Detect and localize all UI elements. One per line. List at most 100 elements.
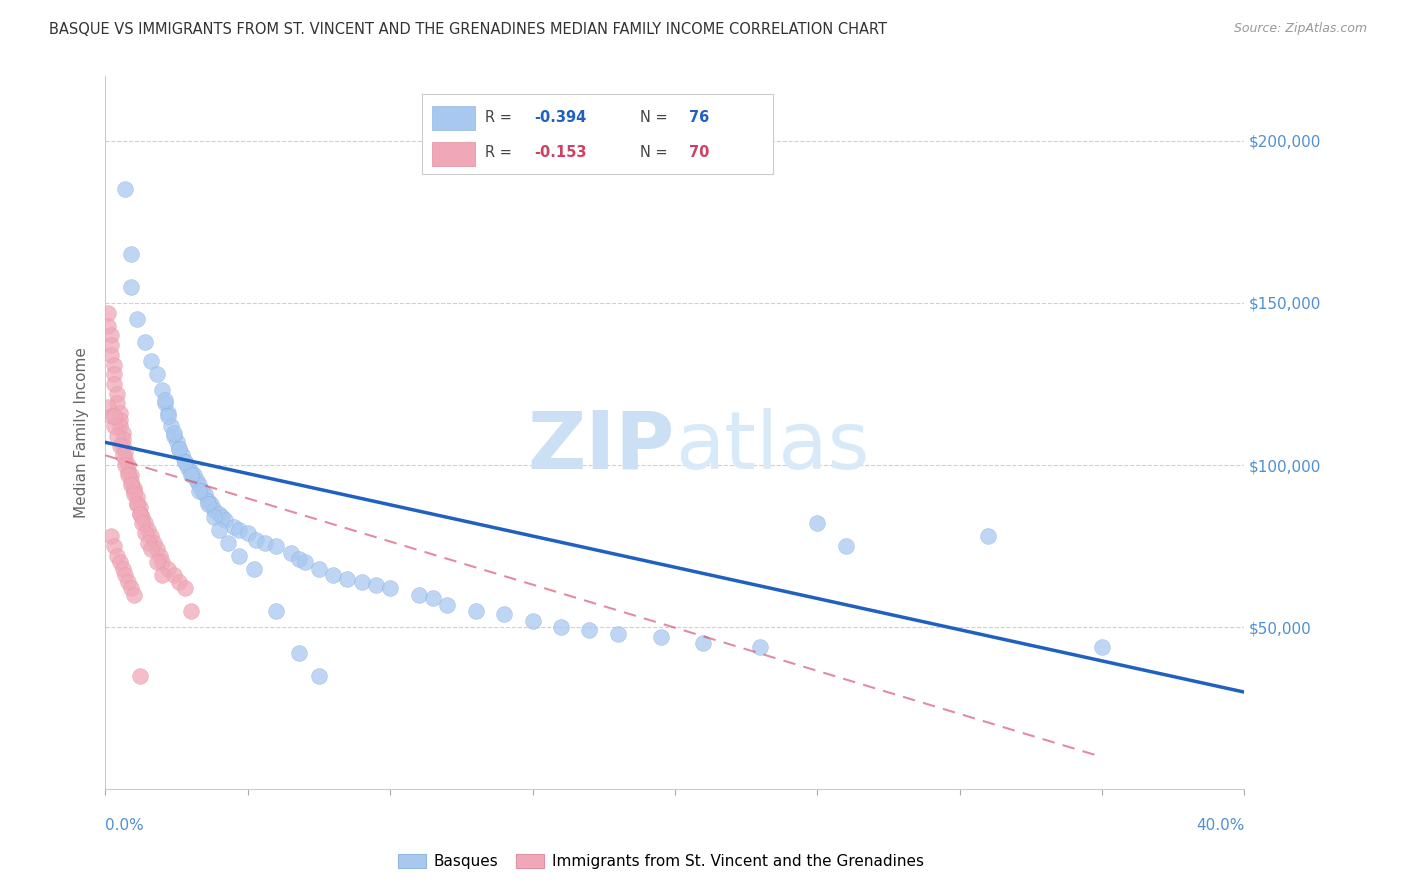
Point (202, 503, 225, 517)
Point (128, 669, 150, 683)
Point (1091, 640, 1114, 654)
Point (117, 574, 139, 589)
Text: 0.0%: 0.0% (105, 818, 145, 833)
Point (114, 445, 136, 459)
Point (120, 477, 142, 491)
Point (103, 376, 125, 391)
FancyBboxPatch shape (433, 142, 475, 166)
Text: N =: N = (640, 145, 672, 160)
Point (131, 510, 153, 524)
Point (139, 529, 162, 543)
Point (169, 574, 191, 589)
Point (139, 542, 162, 557)
Point (108, 555, 131, 569)
Point (125, 497, 148, 511)
Point (97, 400, 120, 414)
Point (103, 419, 125, 434)
Point (172, 448, 194, 462)
Point (105, 396, 128, 410)
Point (114, 182, 136, 196)
Point (105, 429, 128, 443)
Point (160, 419, 183, 434)
Point (134, 334, 156, 349)
Point (100, 348, 122, 362)
Point (245, 533, 267, 547)
Point (125, 497, 148, 511)
Point (128, 507, 150, 521)
Point (188, 477, 211, 491)
Point (522, 614, 544, 628)
Point (117, 467, 139, 482)
Point (169, 442, 191, 456)
Point (163, 568, 186, 582)
Point (200, 497, 222, 511)
Point (128, 507, 150, 521)
Point (111, 432, 134, 446)
Point (294, 555, 316, 569)
Point (100, 529, 122, 543)
Point (214, 513, 236, 527)
Point (134, 516, 156, 531)
Point (108, 406, 131, 420)
Point (103, 368, 125, 382)
Text: BASQUE VS IMMIGRANTS FROM ST. VINCENT AND THE GRENADINES MEDIAN FAMILY INCOME CO: BASQUE VS IMMIGRANTS FROM ST. VINCENT AN… (49, 22, 887, 37)
Point (288, 552, 311, 566)
Point (145, 542, 167, 557)
Point (131, 516, 153, 531)
Point (197, 493, 219, 508)
Point (155, 396, 177, 410)
Point (100, 409, 122, 424)
Point (264, 604, 288, 618)
Point (145, 368, 167, 382)
Point (125, 491, 148, 505)
Point (202, 510, 225, 524)
Point (105, 549, 128, 563)
Point (111, 425, 134, 440)
Point (97, 305, 120, 319)
Point (174, 455, 197, 469)
Point (211, 510, 233, 524)
Point (288, 646, 311, 660)
Point (120, 582, 142, 596)
Point (166, 435, 188, 450)
Point (155, 393, 177, 408)
Point (350, 574, 373, 589)
Point (180, 467, 202, 482)
Point (114, 458, 136, 472)
Point (550, 620, 572, 634)
Point (408, 588, 430, 602)
Point (108, 439, 131, 453)
Point (142, 536, 165, 550)
Text: R =: R = (485, 145, 516, 160)
Text: Source: ZipAtlas.com: Source: ZipAtlas.com (1233, 22, 1367, 36)
Point (169, 442, 191, 456)
Point (650, 630, 672, 644)
Point (242, 562, 264, 576)
Point (136, 523, 159, 537)
Y-axis label: Median Family Income: Median Family Income (75, 347, 90, 518)
Point (436, 598, 458, 612)
Text: atlas: atlas (675, 408, 869, 486)
Point (163, 429, 186, 443)
Point (122, 481, 145, 495)
Point (111, 562, 134, 576)
Text: R =: R = (485, 111, 516, 125)
Point (152, 384, 174, 398)
Point (228, 549, 250, 563)
Point (122, 588, 145, 602)
Point (120, 467, 142, 482)
Point (253, 536, 276, 550)
Point (977, 529, 1000, 543)
Text: 76: 76 (689, 111, 709, 125)
Point (103, 409, 125, 424)
Point (145, 555, 167, 569)
Point (117, 458, 139, 472)
Text: 70: 70 (689, 145, 709, 160)
Point (120, 475, 142, 489)
Text: N =: N = (640, 111, 672, 125)
Point (208, 507, 231, 521)
Point (139, 354, 162, 368)
Point (117, 465, 139, 479)
Point (157, 406, 180, 420)
Point (835, 539, 858, 553)
